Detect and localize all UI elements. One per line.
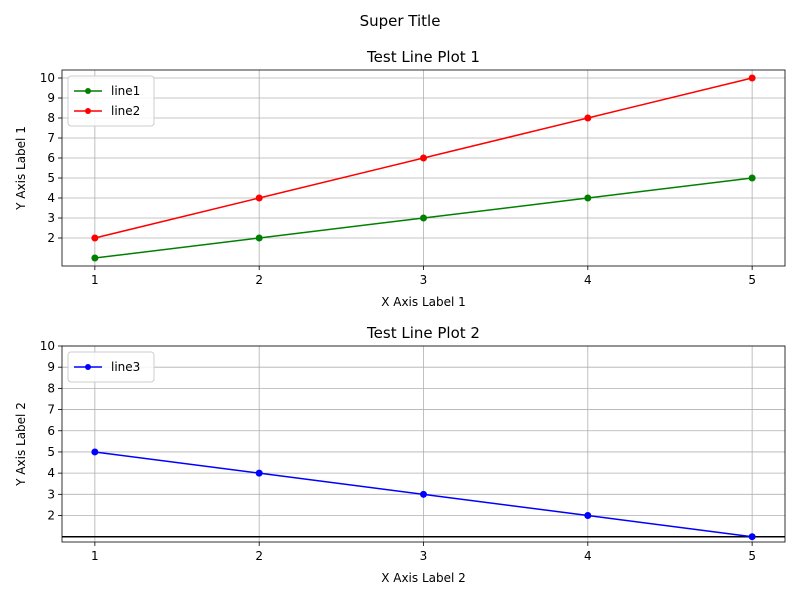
y-tick-label: 6 [47, 151, 55, 165]
legend-marker-line3 [85, 364, 91, 370]
data-point-line2 [255, 194, 263, 202]
x-tick-label: 1 [91, 549, 99, 563]
data-point-line2 [584, 114, 592, 122]
y-axis-label: Y Axis Label 1 [14, 126, 28, 211]
data-point-line1 [420, 214, 427, 222]
y-tick-label: 5 [47, 445, 55, 459]
x-tick-label: 1 [91, 273, 99, 287]
data-point-line3 [584, 512, 592, 520]
plot-title: Test Line Plot 1 [366, 48, 480, 66]
y-tick-label: 3 [47, 487, 55, 501]
data-point-line2 [420, 154, 427, 162]
legend: line1 line2 [67, 75, 155, 127]
y-tick-label: 6 [47, 424, 55, 438]
y-tick-label: 2 [47, 509, 55, 523]
data-point-line3 [748, 533, 756, 541]
super-title: Super Title [360, 12, 441, 30]
y-tick-label: 5 [47, 171, 55, 185]
legend-label: line2 [111, 104, 140, 118]
x-tick-label: 4 [584, 549, 592, 563]
data-point-line3 [420, 490, 427, 498]
legend: line3 [67, 351, 155, 383]
x-tick-label: 2 [255, 273, 263, 287]
y-axis-label: Y Axis Label 2 [14, 402, 28, 487]
legend-marker-line1 [85, 88, 91, 94]
x-tick-label: 3 [420, 549, 428, 563]
data-point-line3 [255, 469, 263, 477]
data-point-line3 [91, 448, 99, 456]
y-tick-label: 7 [47, 131, 55, 145]
y-tick-label: 2 [47, 231, 55, 245]
data-point-line1 [255, 234, 263, 242]
subplot-1: 1 2 3 4 5 2 3 4 5 6 7 8 9 10 Test Line Plot 1 X Axis La… [14, 48, 786, 309]
legend-label: line1 [111, 84, 140, 98]
y-tick-label: 9 [47, 91, 55, 105]
y-tick-label: 8 [47, 111, 55, 125]
y-tick-label: 10 [40, 339, 55, 353]
axes-frame [61, 69, 786, 267]
x-tick-label: 2 [255, 549, 263, 563]
data-point-line1 [748, 174, 756, 182]
y-tick-label: 10 [40, 71, 55, 85]
plot-title: Test Line Plot 2 [366, 324, 480, 342]
y-tick-label: 4 [47, 191, 55, 205]
y-tick-label: 3 [47, 211, 55, 225]
y-tick-label: 8 [47, 381, 55, 395]
axes-frame [61, 345, 786, 543]
x-tick-label: 4 [584, 273, 592, 287]
legend-box [67, 351, 155, 383]
y-tick-label: 4 [47, 466, 55, 480]
data-point-line2 [748, 74, 756, 82]
y-tick-label: 7 [47, 403, 55, 417]
x-tick-label: 5 [748, 549, 756, 563]
x-tick-label: 3 [420, 273, 428, 287]
x-axis-label: X Axis Label 2 [381, 571, 466, 585]
y-tick-label: 9 [47, 360, 55, 374]
data-point-line1 [584, 194, 592, 202]
subplot-2: 1 2 3 4 5 2 3 4 5 6 7 8 9 10 Test Line Plot 2 X Axis La… [14, 324, 786, 585]
legend-label: line3 [111, 360, 140, 374]
data-point-line1 [91, 254, 99, 262]
x-tick-label: 5 [748, 273, 756, 287]
data-point-line2 [91, 234, 99, 242]
x-axis-label: X Axis Label 1 [381, 295, 466, 309]
legend-marker-line2 [85, 108, 91, 114]
